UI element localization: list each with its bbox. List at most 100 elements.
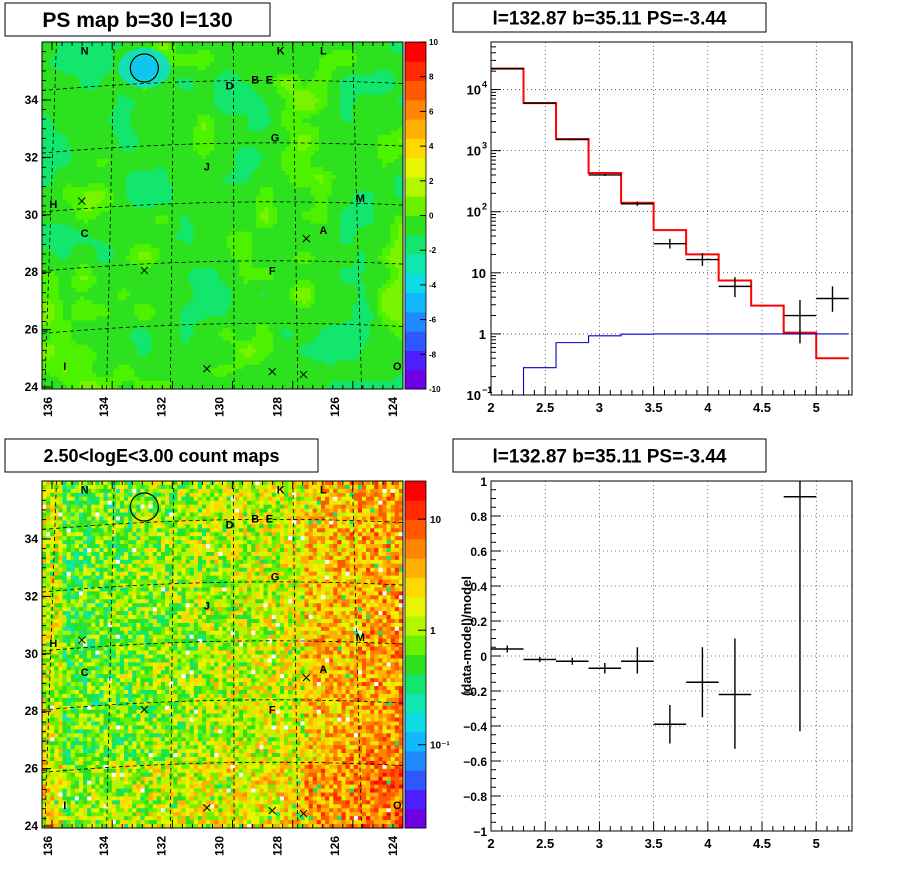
data-point <box>653 238 687 249</box>
map1-title-box <box>4 2 271 37</box>
source-label-a: A <box>319 225 327 237</box>
colorbar-cell <box>405 119 426 139</box>
source-label-f: F <box>269 704 276 716</box>
colorbar-cell <box>405 808 426 829</box>
colorbar-cell <box>405 196 426 216</box>
colorbar-cell <box>405 215 426 236</box>
map1-title: PS map b=30 l=130 <box>4 2 271 37</box>
plot-frame <box>490 480 853 832</box>
source-label-n: N <box>81 485 89 497</box>
x-tick-label: 4.5 <box>753 836 771 851</box>
colorbar-cell <box>405 331 426 351</box>
x-tick-label: 126 <box>328 836 342 856</box>
data-point <box>621 201 654 206</box>
y-tick-label: 10 <box>467 205 481 220</box>
colorbar-cell <box>405 481 426 501</box>
source-label-h: H <box>49 638 57 650</box>
x-tick-label: 3 <box>596 836 603 851</box>
x-tick-label: 134 <box>97 836 111 856</box>
source-label-c: C <box>81 667 89 679</box>
y-tick-label: 0.4 <box>470 580 487 594</box>
x-tick-label: 128 <box>270 397 284 417</box>
plot-data <box>491 67 849 395</box>
cross-marker <box>299 809 308 818</box>
source-label-i: I <box>63 361 66 373</box>
residual-title: l=132.87 b=35.11 PS=-3.44 <box>452 438 767 473</box>
y-tick-label: 10 <box>467 144 481 159</box>
map-pixels <box>42 481 404 829</box>
colorbar-tick-label: 0 <box>429 212 434 221</box>
source-label-g: G <box>271 132 280 144</box>
map-graticule <box>41 41 404 390</box>
x-tick-label: 124 <box>386 836 400 856</box>
colorbar-cell <box>405 311 426 332</box>
spectrum-title: l=132.87 b=35.11 PS=-3.44 <box>452 2 767 33</box>
data-point <box>556 657 589 665</box>
selected-region-circle <box>129 492 159 522</box>
meridian-line <box>169 41 175 390</box>
y-tick-label: 24 <box>25 819 39 833</box>
model-step-line <box>491 67 849 360</box>
x-tick-label: 3.5 <box>645 400 663 415</box>
colorbar-tick-label: -2 <box>429 246 437 255</box>
x-tick-label: 4.5 <box>753 400 771 415</box>
source-label-g: G <box>271 571 280 583</box>
source-label-h: H <box>49 199 57 211</box>
colorbar: 10 1 10⁻¹ <box>404 480 450 829</box>
source-label-j: J <box>204 600 210 612</box>
meridian-line <box>44 41 57 390</box>
colorbar-cell <box>405 693 426 713</box>
data-point <box>588 173 622 176</box>
y-tick-label: −0.2 <box>463 685 487 699</box>
data-point <box>783 481 817 732</box>
y-tick-label: 0.6 <box>470 545 487 559</box>
data-point <box>653 705 687 744</box>
y-tick-label: 30 <box>25 208 39 222</box>
meridian-line <box>352 480 362 829</box>
meridian-line <box>106 480 115 829</box>
y-tick-label: 0.8 <box>470 510 487 524</box>
cross-marker <box>268 367 277 376</box>
y-tick-label: 34 <box>25 532 39 546</box>
colorbar-cell <box>405 176 426 197</box>
spectrum-title-box <box>452 2 767 33</box>
residual-title-box <box>452 438 767 473</box>
y-tick-label: 1 <box>480 475 487 489</box>
x-tick-label: 136 <box>41 397 55 417</box>
x-tick-label: 126 <box>328 397 342 417</box>
source-label-c: C <box>81 228 89 240</box>
source-label-o: O <box>393 800 402 812</box>
spectrum-title-text: l=132.87 b=35.11 PS=-3.44 <box>493 8 727 29</box>
colorbar-cell <box>405 712 426 733</box>
residual-title-text: l=132.87 b=35.11 PS=-3.44 <box>493 446 727 467</box>
x-tick-label: 136 <box>41 836 55 856</box>
cross-marker <box>140 705 149 714</box>
map-pixels <box>42 42 404 390</box>
colorbar-cell <box>405 42 426 62</box>
colorbar-tick-label: 6 <box>429 107 434 116</box>
source-label-f: F <box>269 265 276 277</box>
colorbar-cell <box>405 61 426 82</box>
colorbar-cell <box>405 254 426 274</box>
y-tick-label: 28 <box>25 704 39 718</box>
meridian-line <box>292 480 299 829</box>
colorbar: 10 8 6 4 2 0 -2 -4 -6 -8 -10 <box>404 38 441 394</box>
y-tick-label: 30 <box>25 647 39 661</box>
data-point <box>686 253 719 266</box>
map2-title: 2.50<logE<3.00 count maps <box>4 438 319 473</box>
map-ticks <box>41 480 404 829</box>
x-tick-label: 4 <box>704 836 712 851</box>
x-tick-label: 130 <box>213 836 227 856</box>
source-label-d: D <box>226 80 234 92</box>
source-label-i: I <box>63 800 66 812</box>
cross-marker <box>203 803 211 812</box>
source-label-k: K <box>277 46 285 58</box>
data-point <box>686 647 719 718</box>
colorbar-cell <box>405 750 426 771</box>
data-point <box>491 645 524 653</box>
data-point <box>718 277 752 298</box>
source-label-k: K <box>277 485 285 497</box>
colorbar-cell <box>405 596 426 617</box>
colorbar-cell <box>405 731 426 752</box>
